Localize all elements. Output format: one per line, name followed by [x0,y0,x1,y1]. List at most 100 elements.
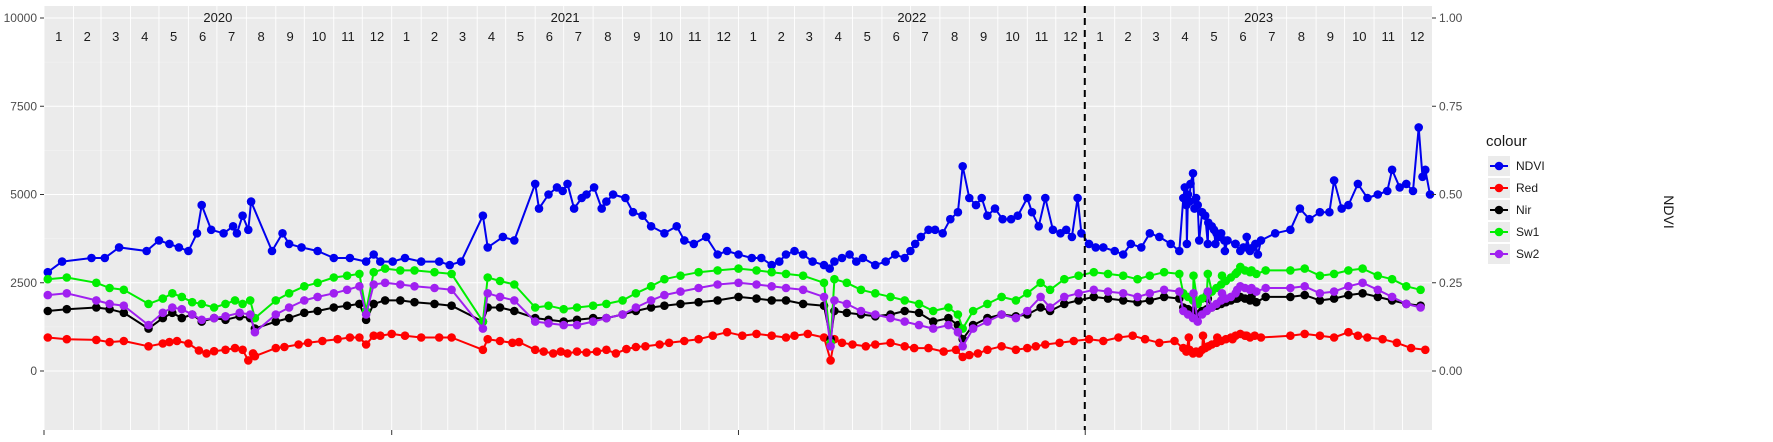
data-point-sw2 [1300,282,1309,291]
data-point-red [861,342,871,351]
data-point-red [1023,343,1032,353]
data-point-nir [177,313,187,323]
data-point-nir [1358,289,1367,298]
data-point-ndvi [1414,123,1423,132]
data-point-sw2 [694,283,703,293]
data-point-sw2 [1045,303,1055,312]
data-point-ndvi [246,197,256,206]
data-point-red [361,340,371,349]
data-point-ndvi [563,179,572,189]
grid-lines [43,6,1432,430]
data-point-red [951,345,961,355]
month-label: 3 [459,29,466,44]
data-point-nir [284,313,294,323]
data-point-sw1 [983,299,992,309]
data-point-red [387,329,397,339]
data-point-sw1 [1387,274,1397,284]
data-point-sw2 [1252,287,1261,296]
month-label: 8 [604,29,611,44]
data-point-ndvi [830,257,839,266]
data-point-sw2 [235,308,244,318]
month-label: 2 [778,29,785,44]
data-point-ndvi [680,236,689,245]
month-label: 9 [286,29,293,44]
data-point-ndvi [1118,250,1128,259]
data-point-sw1 [313,278,322,288]
data-point-sw1 [767,267,776,277]
data-point-red [238,345,247,355]
data-point-red [781,333,791,342]
data-point-sw1 [329,273,339,282]
data-point-red [508,338,517,348]
data-point-sw2 [1089,285,1099,295]
plot-panel [44,6,1432,430]
data-point-sw1 [430,267,439,277]
data-point-ndvi [1231,239,1240,249]
data-point-sw1 [559,304,568,314]
data-point-red [826,356,835,365]
data-point-ndvi [558,186,567,196]
data-point-ndvi [228,222,238,231]
data-point-sw2 [245,310,255,319]
data-point-sw1 [830,274,839,284]
data-point-sw1 [1145,271,1155,281]
data-point-sw1 [510,280,519,289]
data-point-nir [1252,297,1261,307]
legend-label: Nir [1516,203,1531,217]
data-point-sw2 [1402,299,1411,309]
data-point-ndvi [445,260,455,270]
data-point-sw1 [713,266,722,275]
data-point-ndvi [1305,214,1314,224]
data-point-nir [355,299,364,309]
data-point-sw2 [752,280,761,289]
data-point-ndvi [57,257,67,266]
data-point-red [495,336,505,346]
data-point-sw2 [983,317,992,326]
data-point-red [1041,340,1050,349]
month-label: 10 [1005,29,1019,44]
data-point-sw2 [447,285,456,295]
data-point-sw2 [396,280,405,289]
data-point-sw1 [355,269,364,279]
data-point-nir [1329,294,1339,303]
data-point-ndvi [100,253,110,263]
data-point-ndvi [416,257,426,266]
data-point-nir [495,303,505,312]
data-point-ndvi [1185,197,1194,206]
data-point-ndvi [1220,246,1230,256]
data-point-sw2 [495,292,505,302]
data-point-ndvi [1395,183,1404,192]
data-point-red [997,342,1006,351]
data-point-sw1 [1315,271,1325,281]
data-point-ndvi [589,183,599,192]
data-point-red [790,331,799,341]
data-point-sw1 [187,297,197,307]
data-point-ndvi [1408,186,1418,196]
data-point-sw1 [177,292,187,302]
data-point-sw2 [105,299,114,309]
data-point-red [900,342,909,351]
data-point-sw1 [230,296,240,305]
data-point-sw1 [245,296,255,305]
data-point-red [871,340,880,349]
data-point-ndvi [1421,165,1430,175]
data-point-ndvi [534,204,544,213]
data-point-sw2 [144,320,153,330]
data-point-ndvi [313,246,322,256]
data-point-ndvi [174,243,184,252]
data-point-nir [713,296,722,305]
data-point-ndvi [621,193,630,203]
data-point-ndvi [87,253,96,263]
data-point-sw1 [158,294,168,303]
data-point-sw1 [618,296,627,305]
month-label: 7 [922,29,929,44]
data-point-red [1300,329,1309,339]
month-label: 6 [546,29,553,44]
data-point-ndvi [1194,236,1204,245]
data-point-red [209,346,219,356]
data-point-red [641,342,650,351]
data-point-ndvi [983,211,992,220]
data-point-nir [781,296,791,305]
data-point-red [582,348,591,357]
data-point-ndvi [232,229,242,238]
